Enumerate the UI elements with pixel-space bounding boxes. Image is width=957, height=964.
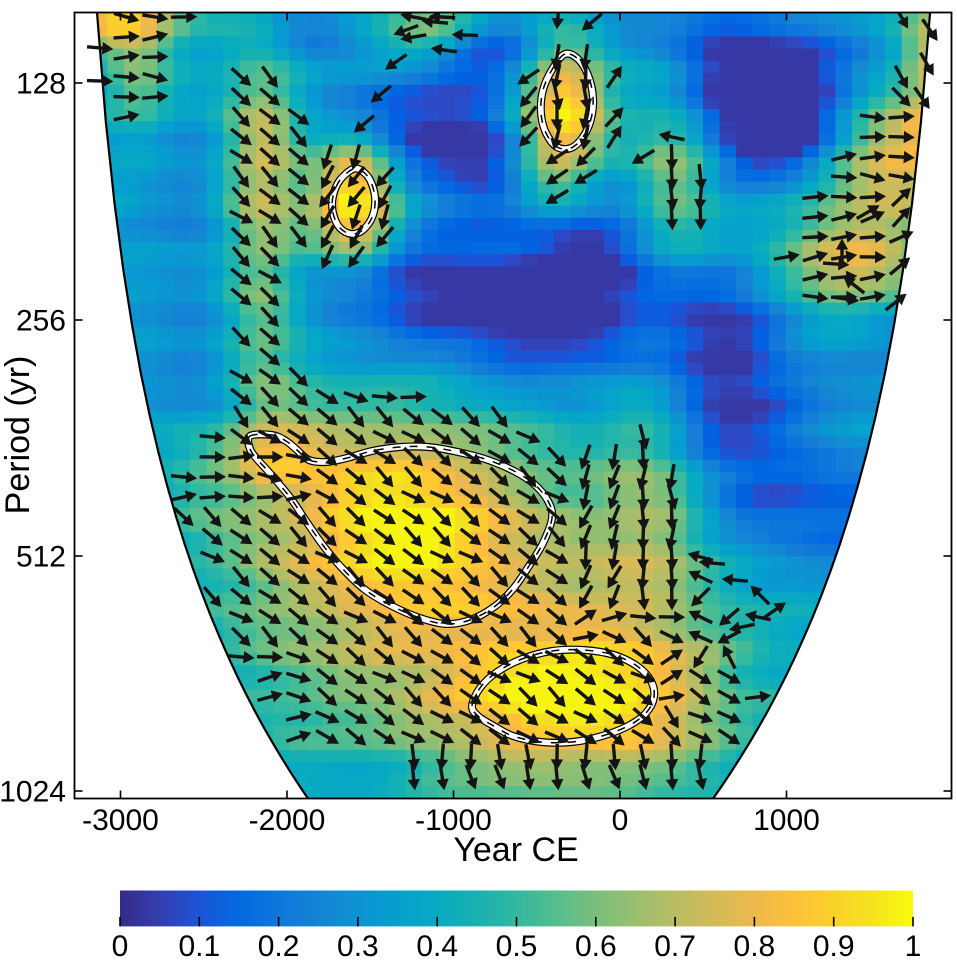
- svg-text:0.9: 0.9: [813, 930, 855, 963]
- svg-text:Year CE: Year CE: [453, 831, 578, 869]
- svg-text:-3000: -3000: [82, 804, 159, 837]
- svg-text:-2000: -2000: [249, 804, 326, 837]
- svg-text:128: 128: [16, 68, 66, 101]
- svg-text:Period (yr): Period (yr): [0, 356, 37, 515]
- svg-text:1000: 1000: [753, 804, 820, 837]
- svg-text:0.5: 0.5: [496, 930, 538, 963]
- svg-text:0.7: 0.7: [654, 930, 696, 963]
- svg-text:0.1: 0.1: [178, 930, 220, 963]
- svg-text:0.6: 0.6: [575, 930, 617, 963]
- svg-text:0.8: 0.8: [734, 930, 776, 963]
- svg-text:0.3: 0.3: [337, 930, 379, 963]
- svg-text:512: 512: [16, 541, 66, 574]
- svg-text:1: 1: [905, 930, 922, 963]
- svg-text:0.2: 0.2: [258, 930, 300, 963]
- svg-text:0.4: 0.4: [416, 930, 458, 963]
- svg-text:-1000: -1000: [415, 804, 492, 837]
- svg-text:0: 0: [112, 930, 129, 963]
- svg-text:256: 256: [16, 305, 66, 338]
- svg-text:1024: 1024: [0, 776, 66, 809]
- svg-text:0: 0: [612, 804, 629, 837]
